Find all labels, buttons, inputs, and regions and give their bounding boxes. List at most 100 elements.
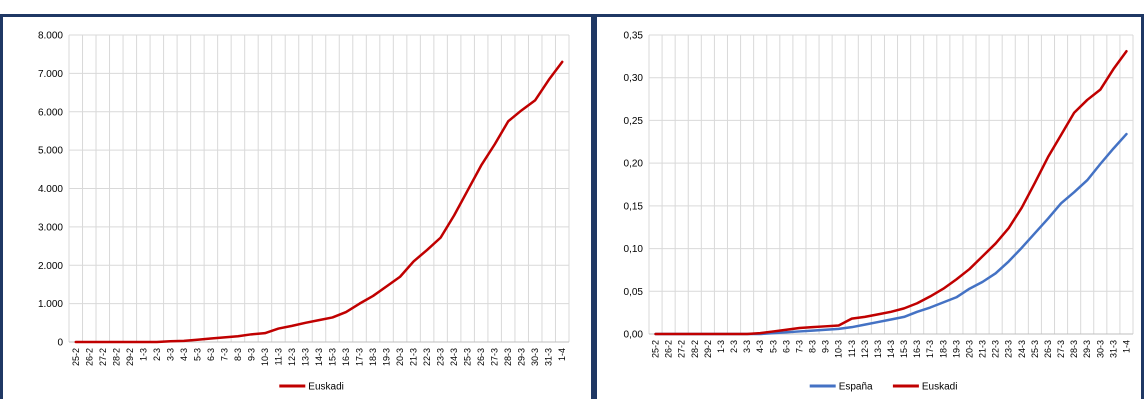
x-tick-label: 25-3 [463, 348, 473, 366]
x-tick-label: 28-3 [503, 348, 513, 366]
x-tick-label: 24-3 [449, 348, 459, 366]
x-tick-label: 5-3 [768, 340, 778, 353]
series-line-euskadi [654, 49, 1128, 336]
x-tick-label: 22-3 [991, 340, 1001, 358]
y-tick-label: 0,30 [624, 73, 644, 84]
legend-item: Euskadi [892, 382, 957, 393]
x-tick-label: 25-3 [1030, 340, 1040, 358]
x-tick-label: 17-3 [355, 348, 365, 366]
x-tick-label: 25-2 [71, 348, 81, 366]
y-tick-label: 0,10 [624, 244, 644, 255]
x-tick-label: 18-3 [938, 340, 948, 358]
x-tick-label: 12-3 [287, 348, 297, 366]
x-tick-label: 13-3 [300, 348, 310, 366]
x-tick-label: 30-3 [530, 348, 540, 366]
x-tick-label: 8-3 [233, 348, 243, 361]
y-tick-label: 1.000 [38, 299, 63, 310]
x-tick-label: 22-3 [422, 348, 432, 366]
y-tick-label: 0 [57, 338, 63, 349]
x-tick-label: 23-3 [1004, 340, 1014, 358]
x-tick-label: 26-3 [1043, 340, 1053, 358]
x-tick-label: 14-3 [886, 340, 896, 358]
y-tick-label: 6.000 [38, 107, 63, 118]
x-tick-label: 18-3 [368, 348, 378, 366]
chart-panel-right: 0,00 0,05 0,10 0,15 0,20 0,25 0,30 0,35 25-2 26-2… [594, 14, 1144, 399]
x-tick-label: 6-3 [206, 348, 216, 361]
x-tick-label: 20-3 [395, 348, 405, 366]
x-tick-label: 2-3 [152, 348, 162, 361]
x-tick-label: 10-3 [260, 348, 270, 366]
x-tick-label: 29-2 [703, 340, 713, 358]
x-tick-label: 21-3 [409, 348, 419, 366]
series-line-espa-a [654, 132, 1128, 336]
y-tick-label: 3.000 [38, 222, 63, 233]
x-tick-label: 2-3 [729, 340, 739, 353]
x-tick-label: 19-3 [951, 340, 961, 358]
y-tick-label: 0,05 [624, 287, 644, 298]
x-tick-label: 7-3 [219, 348, 229, 361]
y-tick-label: 0,00 [624, 330, 644, 341]
chart-panel-left: 0 1.000 2.000 3.000 4.000 5.000 6.000 7.000 8.00… [0, 14, 594, 399]
x-tick-label: 19-3 [382, 348, 392, 366]
legend-label: España [839, 382, 873, 393]
y-tick-label: 0,15 [624, 201, 644, 212]
x-tick-label: 4-3 [755, 340, 765, 353]
x-tick-label: 3-3 [165, 348, 175, 361]
x-tick-label: 28-3 [1069, 340, 1079, 358]
x-tick-label: 27-3 [1056, 340, 1066, 358]
y-tick-label: 0,20 [624, 159, 644, 170]
y-tick-label: 5.000 [38, 146, 63, 157]
x-tick-label: 9-3 [821, 340, 831, 353]
x-tick-label: 28-2 [690, 340, 700, 358]
legend-item: España [809, 382, 873, 393]
x-tick-label: 30-3 [1095, 340, 1105, 358]
x-tick-label: 23-3 [436, 348, 446, 366]
x-tick-label: 15-3 [899, 340, 909, 358]
x-tick-label: 8-3 [808, 340, 818, 353]
x-tick-label: 16-3 [341, 348, 351, 366]
x-tick-label: 12-3 [860, 340, 870, 358]
x-tick-label: 31-3 [544, 348, 554, 366]
x-tick-label: 11-3 [847, 340, 857, 357]
x-tick-label: 1-4 [1121, 340, 1131, 353]
x-tick-label: 13-3 [873, 340, 883, 358]
x-tick-label: 6-3 [781, 340, 791, 353]
x-tick-label: 3-3 [742, 340, 752, 353]
x-tick-label: 15-3 [328, 348, 338, 366]
x-tick-label: 28-2 [111, 348, 121, 366]
x-tick-label: 25-2 [651, 340, 661, 358]
chart-right-svg: 0,00 0,05 0,10 0,15 0,20 0,25 0,30 0,35 25-2 26-2… [624, 31, 1134, 393]
legend-item: Euskadi [279, 382, 344, 393]
y-tick-label: 2.000 [38, 261, 63, 272]
x-tick-label: 10-3 [834, 340, 844, 358]
x-tick-label: 1-4 [557, 348, 567, 361]
y-tick-label: 7.000 [38, 69, 63, 80]
y-tick-label: 0,35 [624, 31, 644, 42]
x-tick-label: 5-3 [192, 348, 202, 361]
x-tick-label: 27-3 [490, 348, 500, 366]
x-tick-label: 24-3 [1017, 340, 1027, 358]
x-tick-label: 29-3 [1082, 340, 1092, 358]
x-tick-label: 20-3 [964, 340, 974, 358]
x-tick-label: 1-3 [138, 348, 148, 361]
y-tick-label: 8.000 [38, 31, 63, 42]
x-tick-label: 26-3 [476, 348, 486, 366]
x-tick-label: 29-3 [517, 348, 527, 366]
x-tick-label: 16-3 [912, 340, 922, 358]
x-tick-label: 26-2 [84, 348, 94, 366]
x-tick-label: 14-3 [314, 348, 324, 366]
x-tick-label: 9-3 [246, 348, 256, 361]
y-tick-label: 0,25 [624, 116, 644, 127]
x-tick-label: 27-2 [98, 348, 108, 366]
y-tick-label: 4.000 [38, 184, 63, 195]
chart-left-svg: 0 1.000 2.000 3.000 4.000 5.000 6.000 7.000 8.00… [38, 31, 570, 393]
x-tick-label: 11-3 [273, 348, 283, 365]
x-tick-label: 17-3 [925, 340, 935, 358]
series-line-euskadi [74, 60, 564, 344]
x-tick-label: 27-2 [677, 340, 687, 358]
x-tick-label: 21-3 [978, 340, 988, 358]
x-tick-label: 4-3 [179, 348, 189, 361]
x-tick-label: 31-3 [1108, 340, 1118, 358]
x-tick-label: 26-2 [664, 340, 674, 358]
legend-label: Euskadi [308, 382, 344, 393]
